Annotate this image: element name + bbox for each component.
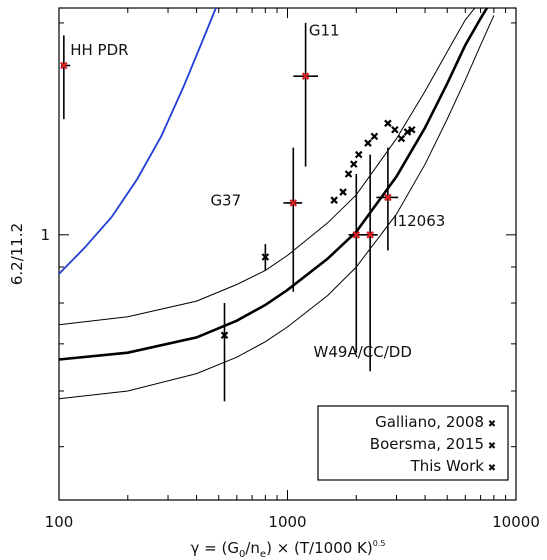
curve-1	[59, 8, 489, 361]
x-tick-label-2: 10000	[492, 513, 540, 531]
axis-ticks	[58, 8, 516, 500]
legend-marker-galliano: ✖	[488, 419, 496, 430]
data-point-0-13	[408, 125, 416, 134]
annotation-0: HH PDR	[70, 41, 128, 59]
curve-3	[59, 15, 495, 400]
annotation-4: W49A/CC/DD	[314, 343, 412, 361]
curve-2	[59, 8, 476, 326]
legend-box	[317, 405, 509, 481]
data-point-1-5	[384, 193, 392, 202]
data-point-0-10	[391, 125, 399, 134]
legend: Galliano, 2008 ✖ Boersma, 2015 ✖ This Wo…	[317, 405, 509, 481]
y-axis-label: 6.2/11.2	[8, 223, 26, 285]
x-axis-label: γ = (G0/ne) × (T/1000 K)0.5	[191, 539, 386, 560]
data-point-1-2	[289, 199, 298, 207]
data-point-1-1	[301, 72, 310, 80]
x-axis-label-sub2: e	[260, 549, 266, 560]
data-point-0-2	[330, 196, 338, 204]
legend-label-boersma: Boersma, 2015	[370, 435, 484, 453]
data-point-0-12	[403, 128, 412, 136]
x-axis-label-tail: ) × (T/1000 K)	[266, 539, 373, 557]
annotation-3: I12063	[393, 212, 445, 230]
legend-marker-boersma: ✖	[488, 441, 496, 452]
y-tick-label-0: 1	[40, 226, 50, 244]
x-axis-label-mid: /n	[245, 539, 260, 557]
data-point-1-3	[352, 231, 361, 239]
annotation-1: G11	[309, 21, 340, 39]
tick-labels: 100 1000 10000 1	[40, 226, 539, 531]
x-axis-label-sub1: 0	[239, 549, 245, 560]
curves	[59, 8, 495, 400]
data-point-0-9	[384, 119, 392, 128]
data-point-0-7	[364, 139, 372, 147]
x-axis-label-sup: 0.5	[373, 539, 386, 548]
data-point-0-4	[344, 170, 353, 178]
data-point-1-0	[60, 61, 68, 70]
curve-0	[59, 8, 218, 275]
data-point-0-0	[220, 331, 229, 340]
legend-marker-this-work: ✖	[488, 463, 496, 474]
data-point-0-1	[261, 253, 270, 261]
annotation-2: G37	[210, 192, 241, 210]
data-point-1-4	[366, 231, 374, 239]
legend-label-galliano: Galliano, 2008	[375, 413, 484, 431]
data-point-0-3	[339, 188, 347, 196]
data-point-0-11	[397, 134, 406, 143]
annotations: HH PDR G11 G37 I12063 W49A/CC/DD	[70, 21, 445, 361]
x-tick-label-0: 100	[45, 513, 74, 531]
markers	[60, 61, 416, 340]
data-point-0-5	[349, 160, 358, 168]
data-point-0-8	[370, 132, 379, 141]
x-axis-label-prefix: γ = (G	[191, 539, 239, 557]
legend-label-this-work: This Work	[410, 457, 485, 475]
data-point-0-6	[354, 150, 363, 159]
x-tick-label-1: 1000	[268, 513, 306, 531]
